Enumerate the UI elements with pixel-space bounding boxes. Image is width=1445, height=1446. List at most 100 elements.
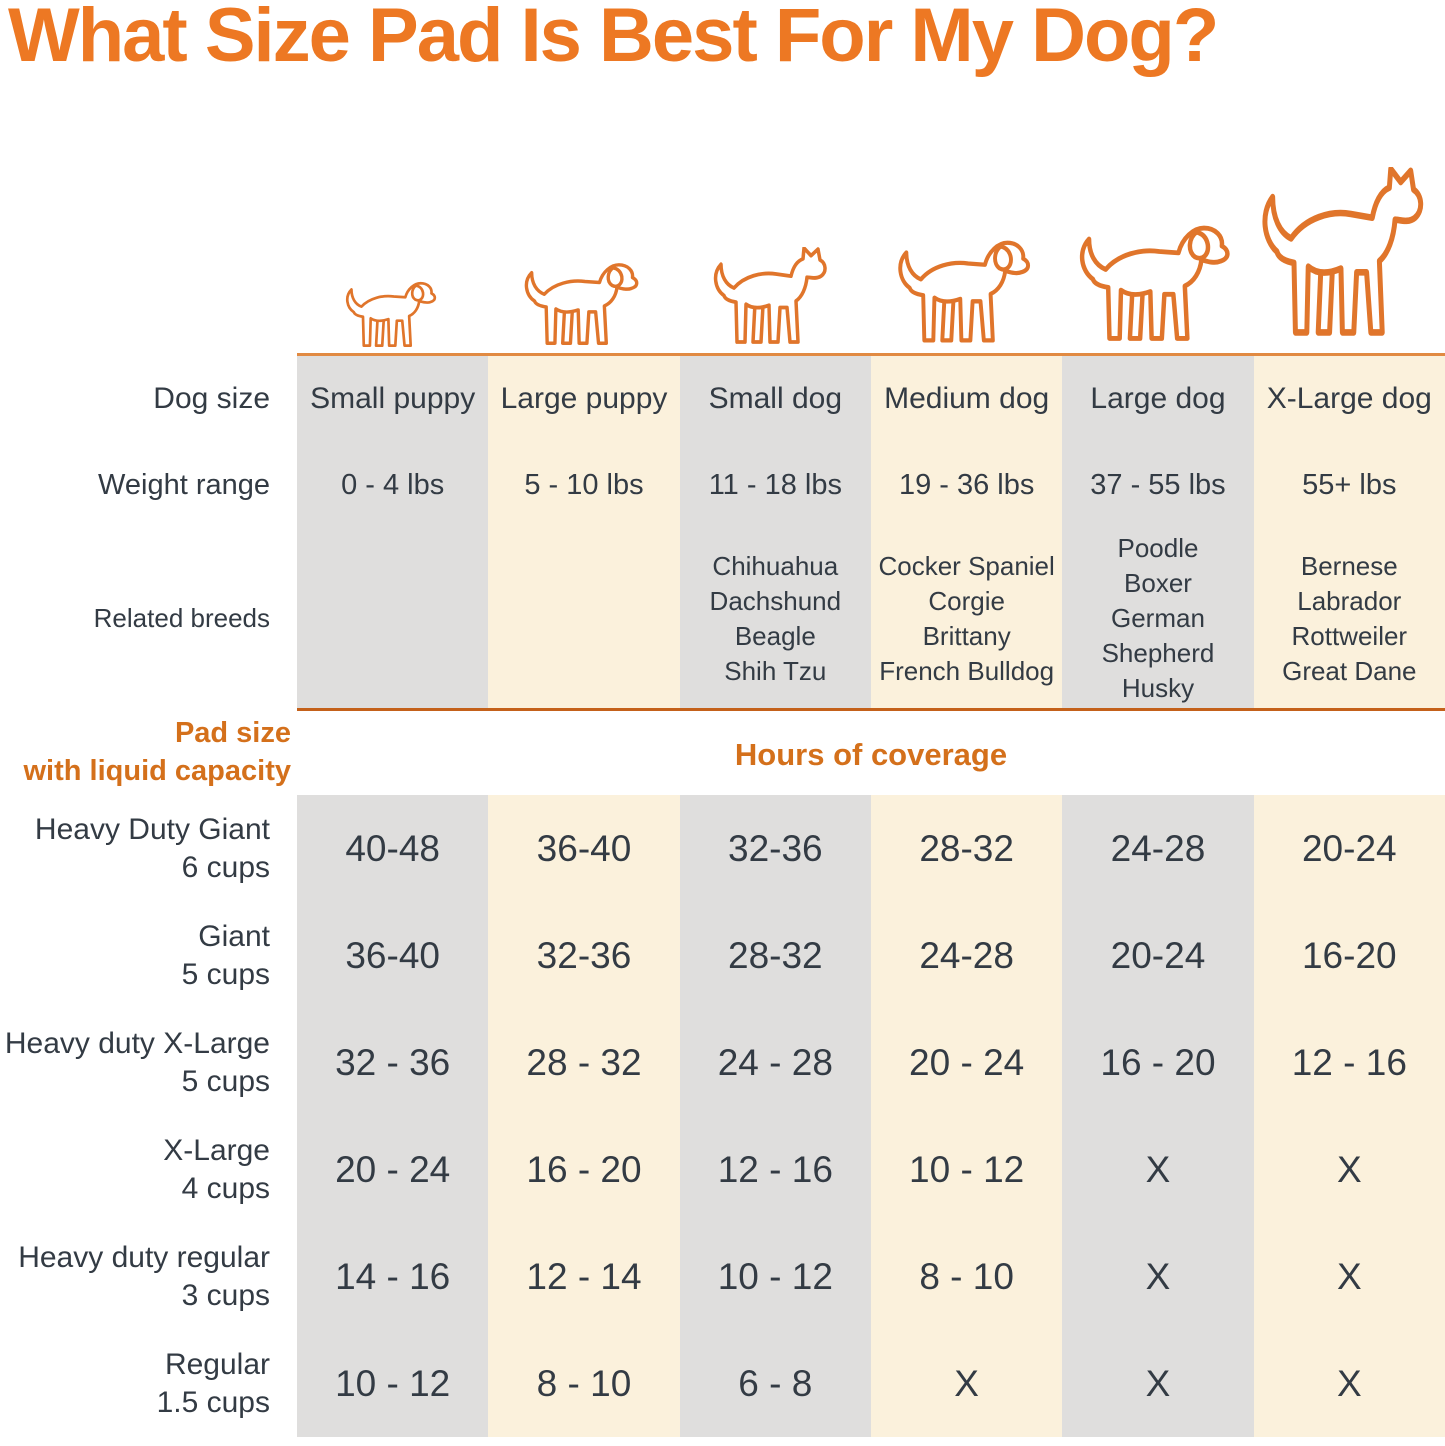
dog-size-header: Medium dog [884,381,1050,415]
dog-size-header: Large dog [1090,381,1226,415]
breed: Chihuahua [712,550,839,581]
breed: Cocker Spaniel [878,550,1055,581]
breed: Beagle [734,620,816,651]
pad-row-giant: Giant 5 cups 36-40 32-36 28-32 24-28 20-… [0,902,1445,1009]
pad-row-heavy-duty-giant: Heavy Duty Giant 6 cups 40-48 36-40 32-3… [0,795,1445,902]
breed: Dachshund [709,585,842,616]
small-puppy-icon [343,277,443,355]
coverage-cell: 36-40 [536,827,632,869]
column-bg-large-dog-top [1062,356,1254,708]
coverage-cell: X [1145,1362,1171,1404]
coverage-cell: X [1336,1255,1362,1297]
row-label-weight-range: Weight range [98,468,270,501]
pad-capacity: 6 cups [181,850,270,884]
breed: Rottweiler [1291,620,1408,651]
breeds-cell: Chihuahua Dachshund Beagle Shih Tzu [680,529,871,708]
weight-range-cell: 19 - 36 lbs [898,468,1035,501]
pad-row-regular: Regular 1.5 cups 10 - 12 8 - 10 6 - 8 X … [0,1330,1445,1437]
dog-size-header: Small puppy [310,381,476,415]
small-dog-icon [710,247,840,355]
pad-row-heavy-duty-x-large: Heavy duty X-Large 5 cups 32 - 36 28 - 3… [0,1009,1445,1116]
weight-range-cell: 55+ lbs [1302,468,1397,501]
coverage-cell: 24-28 [919,934,1014,976]
coverage-cell: 24-28 [1110,827,1206,869]
weight-range-cell: 11 - 18 lbs [708,468,842,501]
breeds-cell: Poodle Boxer German Shepherd Husky [1062,529,1253,708]
breed: Labrador [1297,585,1402,616]
column-bg-medium-dog-bottom [871,795,1062,1437]
pad-name: Heavy Duty Giant [34,812,270,846]
pad-row-heavy-duty-regular: Heavy duty regular 3 cups 14 - 16 12 - 1… [0,1223,1445,1330]
coverage-cell: 10 - 12 [909,1148,1025,1190]
weight-range-row: Weight range 0 - 4 lbs 5 - 10 lbs 11 - 1… [0,441,1445,529]
dog-size-header: X-Large dog [1266,381,1432,415]
coverage-cell: 20 - 24 [335,1148,451,1190]
pad-name: Heavy duty X-Large [4,1026,270,1060]
page-title: What Size Pad Is Best For My Dog? [8,0,1219,78]
column-bg-x-large-dog-top [1254,356,1445,708]
breed: Boxer [1124,568,1192,598]
pad-capacity: 3 cups [181,1278,270,1312]
column-bg-x-large-dog-bottom [1254,795,1445,1437]
column-bg-small-dog-bottom [680,795,871,1437]
pad-row-x-large: X-Large 4 cups 20 - 24 16 - 20 12 - 16 1… [0,1116,1445,1223]
coverage-cell: 12 - 16 [717,1148,833,1190]
coverage-cell: 24 - 28 [717,1041,833,1083]
breeds-cell: Cocker Spaniel Corgie Brittany French Bu… [871,529,1062,708]
breeds-cell: Bernese Labrador Rottweiler Great Dane [1254,529,1445,708]
weight-range-cell: 37 - 55 lbs [1090,468,1226,501]
coverage-cell: 28-32 [919,827,1014,869]
pad-capacity: 1.5 cups [156,1385,270,1419]
breed: Corgie [928,585,1005,616]
breed: Husky [1121,673,1195,703]
column-bg-medium-dog-top [871,356,1062,708]
coverage-cell: X [1336,1362,1362,1404]
pad-name: Regular [164,1347,270,1381]
dog-size-header: Large puppy [500,381,668,415]
medium-dog-icon [894,233,1040,355]
ground-line [297,353,1445,356]
coverage-cell: 10 - 12 [335,1362,451,1404]
coverage-cell: 16 - 20 [526,1148,642,1190]
coverage-cell: 12 - 16 [1291,1041,1407,1083]
coverage-cell: 10 - 12 [717,1255,833,1297]
coverage-cell: 16 - 20 [1100,1041,1216,1083]
coverage-cell: 8 - 10 [919,1255,1014,1297]
breed: Great Dane [1282,655,1417,686]
pad-capacity: 5 cups [181,957,270,991]
breed: Poodle [1117,533,1199,563]
column-bg-large-dog-bottom [1062,795,1254,1437]
column-bg-large-puppy-bottom [488,795,680,1437]
coverage-cell: 20-24 [1301,827,1397,869]
pad-size-header-line1: Pad size [174,717,291,749]
dog-size-row: Dog size Small puppy Large puppy Small d… [0,356,1445,441]
coverage-cell: 16-20 [1301,934,1397,976]
coverage-cell: 12 - 14 [526,1255,642,1297]
breed: German Shepherd [1101,603,1215,668]
breeds-cell [297,529,488,708]
related-breeds-row: Related breeds Chihuahua Dachshund Beagl… [0,529,1445,708]
pad-size-header: Pad size with liquid capacity [0,714,292,790]
large-dog-icon [1075,217,1241,355]
breed: Bernese [1300,550,1398,581]
dog-size-header: Small dog [708,381,843,415]
row-label-related-breeds: Related breeds [93,603,270,633]
weight-range-cell: 0 - 4 lbs [341,468,445,501]
column-bg-small-dog-top [680,356,871,708]
large-puppy-icon [521,257,647,355]
coverage-cell: X [954,1362,979,1404]
coverage-cell: 36-40 [345,934,440,976]
coverage-cell: 28-32 [728,934,823,976]
breeds-cell [488,529,679,708]
hours-of-coverage-header: Hours of coverage [734,737,1008,772]
x-large-dog-icon [1257,167,1442,355]
coverage-cell: 32 - 36 [335,1041,451,1083]
pad-name: Giant [198,919,270,953]
weight-range-cell: 5 - 10 lbs [524,468,644,501]
pad-capacity: 5 cups [181,1064,270,1098]
column-bg-small-puppy-bottom [297,795,488,1437]
coverage-cell: 8 - 10 [536,1362,632,1404]
row-label-dog-size: Dog size [153,381,270,415]
pad-size-header-line2: with liquid capacity [23,755,292,787]
breed: Brittany [922,620,1011,651]
